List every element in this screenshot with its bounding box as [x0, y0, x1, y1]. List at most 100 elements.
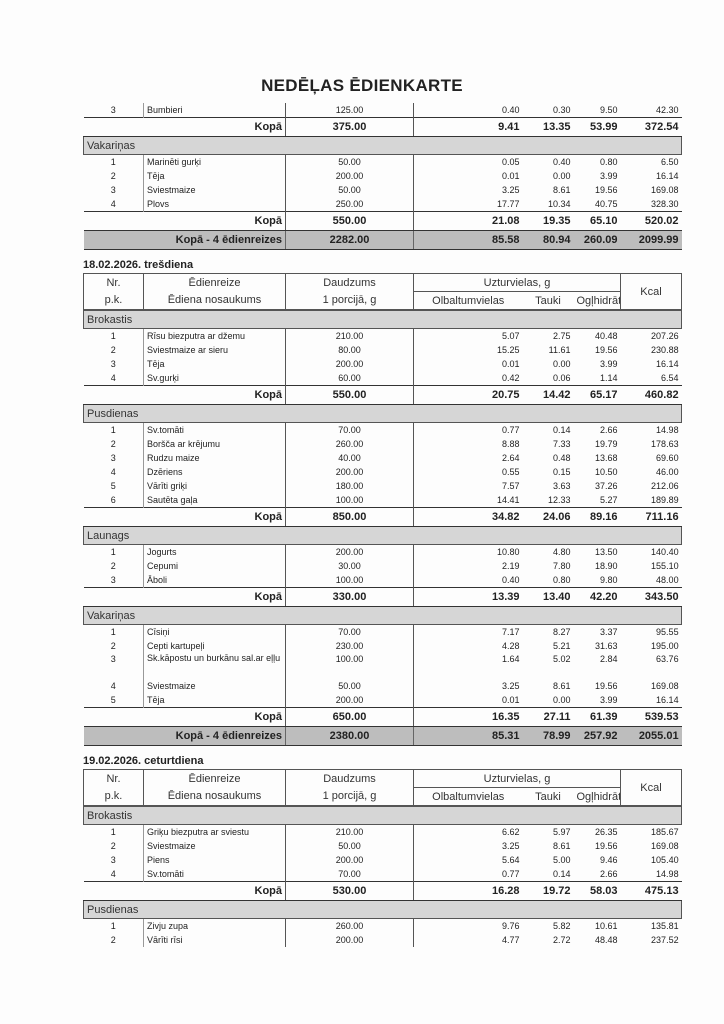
item-protein: 8.88: [501, 438, 520, 449]
item-protein: 2.19: [501, 560, 520, 571]
item-quantity: 50.00: [285, 839, 414, 853]
item-quantity: 80.00: [285, 343, 414, 357]
item-protein: 3.25: [501, 680, 520, 691]
item-name: Sk.kāpostu un burkānu sal.ar eļļu: [143, 653, 286, 679]
header-olbaltumvielas: Olbaltumvielas: [432, 294, 505, 307]
total-fat: 14.42: [522, 385, 574, 405]
table-row: 2 Cepumi 30.00 2.19 7.80 18.90 155.10: [84, 559, 682, 573]
total-quantity: 530.00: [285, 881, 414, 901]
table-row: 4 Sv.gurķi 60.00 0.42 0.06 1.14 6.54: [84, 371, 682, 386]
item-nr: 3: [110, 654, 116, 664]
item-nr: 2: [110, 170, 116, 181]
total-carbs: 65.10: [573, 211, 621, 231]
table-row: 3 Piens 200.00 5.64 5.00 9.46 105.40: [84, 853, 682, 867]
meal-section-label: Brokastis: [82, 310, 683, 329]
day-total-row: Kopā - 4 ēdienreizes 2380.00 85.31 78.99 257…: [83, 726, 682, 746]
item-kcal: 169.08: [651, 680, 679, 691]
item-quantity: 210.00: [285, 328, 414, 343]
header-kcal: Kcal: [640, 781, 662, 794]
item-name: Vārīti rīsi: [143, 933, 286, 947]
item-nr: 2: [110, 344, 116, 355]
item-kcal: 230.88: [651, 344, 679, 355]
item-kcal: 105.40: [651, 854, 679, 865]
item-carbs: 3.99: [599, 358, 618, 369]
item-fat: 8.61: [552, 840, 571, 851]
table-row: 6 Sautēta gaļa 100.00 14.41 12.33 5.27 189.89: [84, 493, 682, 508]
item-kcal: 328.30: [650, 198, 679, 209]
item-fat: 0.80: [552, 574, 571, 585]
item-nr: 1: [110, 330, 116, 341]
item-fat: 0.00: [552, 694, 571, 705]
table-row: 2 Vārīti rīsi 200.00 4.77 2.72 48.48 237.52: [84, 933, 682, 947]
subtotal-label: Kopā: [83, 117, 286, 137]
total-quantity: 330.00: [285, 587, 414, 607]
total-fat: 19.72: [522, 881, 574, 901]
item-name: Rudzu maize: [143, 451, 286, 465]
item-carbs: 31.63: [594, 640, 618, 651]
item-nr: 4: [110, 466, 116, 477]
meal-section-label: Brokastis: [82, 806, 683, 825]
menu-table: 3 Bumbieri 125.00 0.40 0.30 9.50 42.30 Kopā 375.…: [83, 103, 682, 250]
header-row: p.k. Ēdiena nosaukums 1 porcijā, g Olbaltum…: [84, 787, 682, 806]
header-pk: p.k.: [104, 790, 123, 803]
item-kcal: 169.08: [651, 840, 679, 851]
header-pk: p.k.: [104, 294, 123, 307]
table-row: 1 Sv.tomāti 70.00 0.77 0.14 2.66 14.98: [84, 422, 682, 437]
item-nr: 3: [110, 452, 116, 463]
item-name: Sviestmaize ar sieru: [143, 343, 286, 357]
table-row: 1 Cīsiņi 70.00 7.17 8.27 3.37 95.55: [84, 624, 682, 639]
total-kcal: 475.13: [620, 881, 682, 901]
item-kcal: 155.10: [651, 560, 679, 571]
table-row: 1 Rīsu biezputra ar džemu 210.00 5.07 2.75 40…: [84, 328, 682, 343]
item-kcal: 169.08: [650, 184, 679, 195]
total-fat: 13.40: [522, 587, 574, 607]
item-fat: 0.06: [552, 372, 571, 383]
total-kcal: 520.02: [620, 211, 682, 231]
item-kcal: 212.06: [651, 480, 679, 491]
total-kcal: 372.54: [620, 117, 682, 137]
item-name: Rīsu biezputra ar džemu: [143, 328, 286, 343]
item-quantity: 200.00: [285, 544, 414, 559]
item-nr: 1: [110, 546, 116, 557]
item-protein: 0.40: [501, 574, 520, 585]
item-name: Griķu biezputra ar sviestu: [143, 824, 286, 839]
item-protein: 3.25: [501, 840, 520, 851]
item-carbs: 2.66: [599, 868, 618, 879]
total-fat: 27.11: [522, 707, 574, 727]
item-nr: 3: [110, 184, 116, 195]
item-kcal: 95.55: [656, 626, 679, 637]
item-nr: 2: [110, 438, 116, 449]
header-daudzums: Daudzums: [285, 273, 414, 292]
item-fat: 4.80: [552, 546, 571, 557]
item-carbs: 48.48: [594, 934, 618, 945]
item-nr: 5: [110, 694, 116, 705]
meal-section: Pusdienas: [82, 404, 683, 423]
item-fat: 7.80: [552, 560, 571, 571]
item-kcal: 135.81: [651, 920, 679, 931]
item-protein: 7.57: [501, 480, 520, 491]
total-carbs: 65.17: [573, 385, 621, 405]
item-carbs: 1.14: [599, 372, 618, 383]
item-protein: 14.41: [496, 494, 520, 505]
item-quantity: 50.00: [285, 679, 414, 693]
item-quantity: 200.00: [285, 933, 414, 947]
total-carbs: 42.20: [573, 587, 621, 607]
header-uzturvielas: Uzturvielas, g: [413, 769, 621, 788]
item-protein: 15.25: [496, 344, 520, 355]
table-row: 2 Sviestmaize 50.00 3.25 8.61 19.56 169.08: [84, 839, 682, 853]
item-nr: 4: [110, 198, 116, 209]
item-protein: 0.01: [501, 694, 520, 705]
item-name: Cīsiņi: [143, 624, 286, 639]
item-fat: 2.72: [552, 934, 571, 945]
item-quantity: 180.00: [285, 479, 414, 493]
item-name: Marinēti gurķi: [143, 154, 286, 169]
item-quantity: 200.00: [285, 853, 414, 867]
item-kcal: 237.52: [651, 934, 679, 945]
subtotal-label: Kopā: [83, 385, 286, 405]
subtotal-label: Kopā: [83, 881, 286, 901]
item-name: Sv.gurķi: [143, 371, 286, 386]
item-name: Tēja: [143, 357, 286, 371]
item-kcal: 16.14: [656, 694, 679, 705]
menu-content: 3 Bumbieri 125.00 0.40 0.30 9.50 42.30 Kopā 375.…: [82, 103, 683, 947]
total-protein: 20.75: [413, 385, 523, 405]
